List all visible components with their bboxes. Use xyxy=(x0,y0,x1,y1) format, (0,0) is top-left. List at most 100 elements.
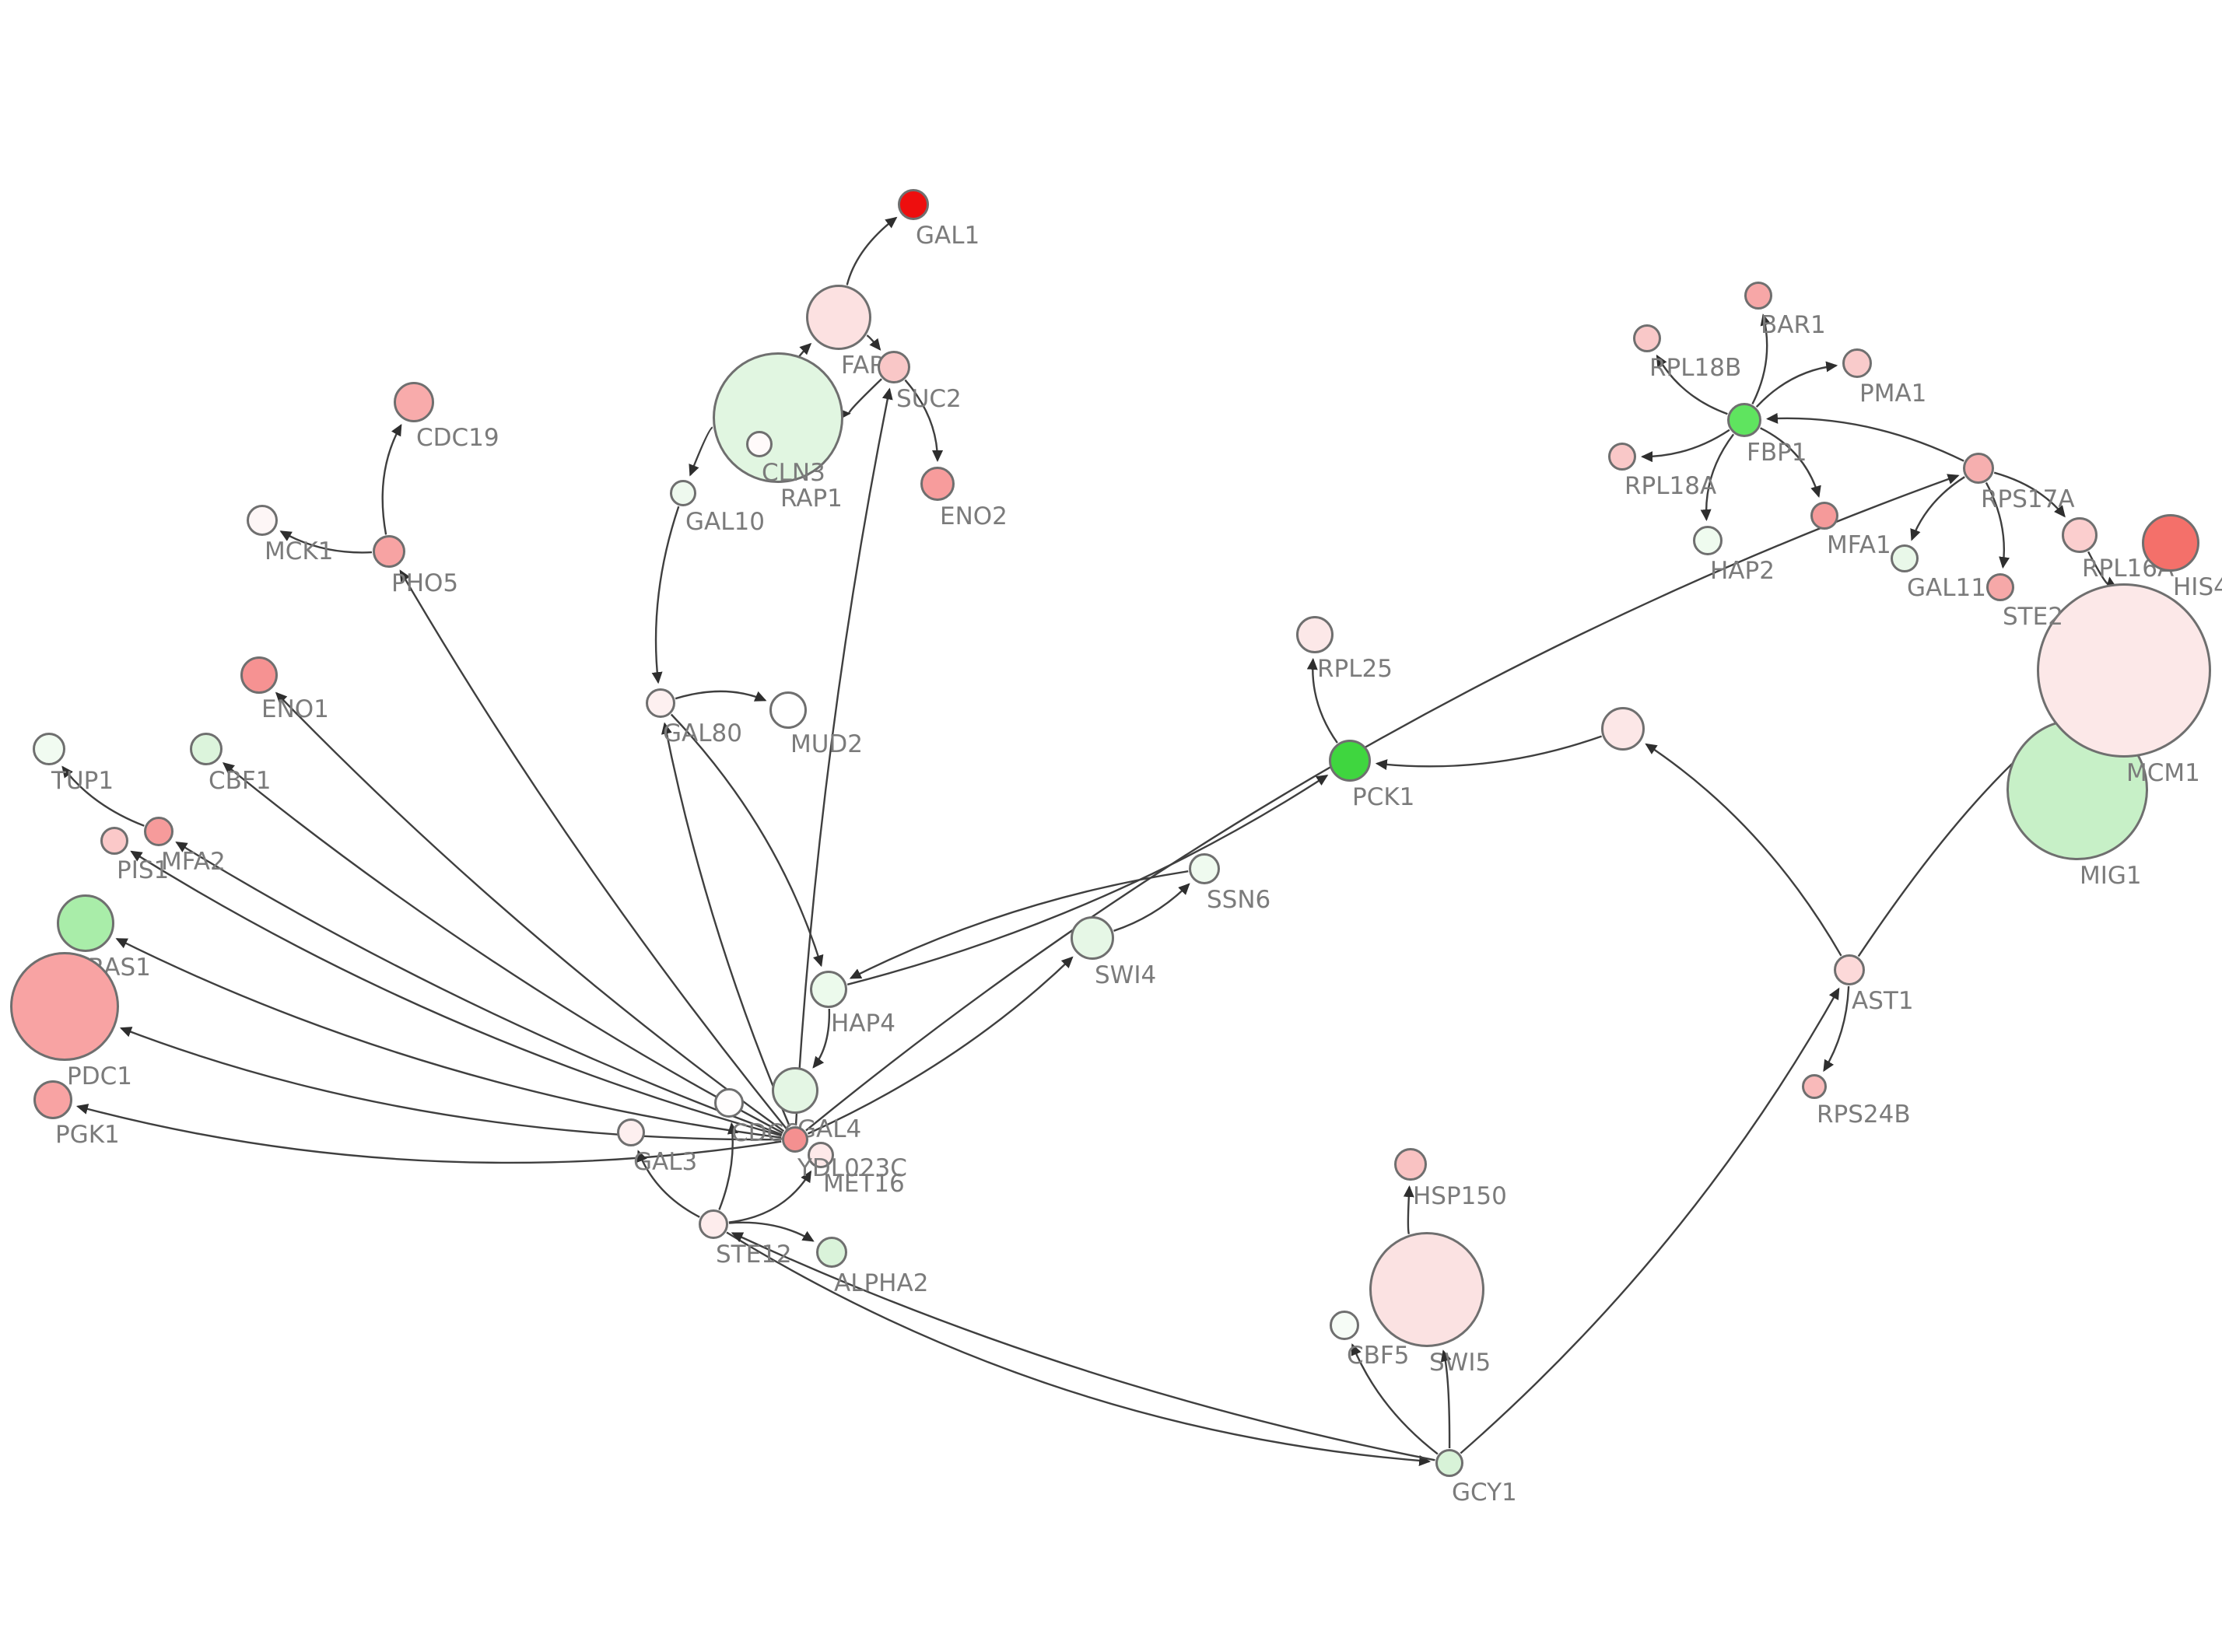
edge-GAL10-GAL80[interactable] xyxy=(651,506,680,684)
edge-FBP1-RPL18B[interactable] xyxy=(1656,354,1728,415)
edge-RPS17A-GAL11[interactable] xyxy=(1910,476,1965,541)
edge-STE12-GCY1[interactable] xyxy=(726,1231,1432,1466)
node-HAP2[interactable] xyxy=(1693,526,1723,555)
node-PDC1[interactable] xyxy=(10,952,119,1061)
edge-PHO5-MCK1[interactable] xyxy=(279,530,373,554)
node-RPS17A[interactable] xyxy=(1963,453,1994,484)
edge-SSN6-HAP4[interactable] xyxy=(849,870,1189,979)
node-YDL023C[interactable] xyxy=(782,1126,808,1153)
edge-SUC2-ENO2[interactable] xyxy=(904,379,944,462)
edge-FBP1-HAP2[interactable] xyxy=(1700,433,1735,521)
edge-GCY1-CBF5[interactable] xyxy=(1351,1343,1439,1455)
node-GAL1[interactable] xyxy=(898,189,929,220)
node-BAR1[interactable] xyxy=(1744,282,1772,310)
edge-MFA2-TUP1[interactable] xyxy=(61,765,145,827)
node-RPL18A[interactable] xyxy=(1608,443,1636,471)
edge-STE12-ALPHA2[interactable] xyxy=(728,1221,815,1242)
node-CBF1[interactable] xyxy=(190,733,223,765)
node-GAL4[interactable] xyxy=(772,1067,818,1114)
node-ENO2[interactable] xyxy=(920,467,955,501)
node-MET16[interactable] xyxy=(808,1142,834,1168)
edge-STE12-CDC6[interactable] xyxy=(718,1122,738,1210)
node-unlabeled[interactable] xyxy=(1601,707,1645,751)
edge-UNNAMED-PCK1[interactable] xyxy=(1375,735,1602,771)
node-RAS1[interactable] xyxy=(57,894,114,952)
node-PCK1[interactable] xyxy=(1329,740,1371,782)
node-FAR1[interactable] xyxy=(806,285,871,350)
edge-YDL023C-CBF1[interactable] xyxy=(222,762,783,1134)
edge-STE12-MET16[interactable] xyxy=(728,1170,812,1223)
edge-YDL023C-PDC1[interactable] xyxy=(119,1027,782,1141)
edge-RAP1-GAL10[interactable] xyxy=(689,426,713,477)
node-GAL11[interactable] xyxy=(1891,544,1919,572)
node-PMA1[interactable] xyxy=(1842,348,1872,378)
node-MFA1[interactable] xyxy=(1810,502,1838,530)
node-STE12[interactable] xyxy=(699,1209,728,1239)
node-HIS4[interactable] xyxy=(2142,514,2199,572)
node-GAL80[interactable] xyxy=(646,688,675,718)
edge-GCY1-SWI5[interactable] xyxy=(1440,1349,1452,1449)
edge-STE12-GAL3[interactable] xyxy=(636,1150,700,1218)
edge-YDL023C-ENO1[interactable] xyxy=(275,691,785,1132)
edge-HAP4-PCK1[interactable] xyxy=(846,775,1329,985)
edge-YDL023C-SUC2[interactable] xyxy=(794,387,893,1126)
edge-SWI4-SSN6[interactable] xyxy=(1113,883,1190,932)
node-RAP1[interactable] xyxy=(713,352,843,483)
edge-RPS17A-STE2[interactable] xyxy=(1985,481,2010,569)
edge-SWI5-HSP150[interactable] xyxy=(1403,1185,1414,1234)
edge-RPS17A-RPL16A[interactable] xyxy=(1993,471,2066,518)
edge-YDL023C-GAL80[interactable] xyxy=(661,722,791,1127)
edge-YDL023C-MFA2[interactable] xyxy=(175,842,783,1136)
edge-GAL80-MUD2[interactable] xyxy=(675,690,767,702)
edge-RPS17A-FBP1[interactable] xyxy=(1766,412,1964,462)
edge-FBP1-RPL18A[interactable] xyxy=(1641,429,1730,463)
node-CLN3[interactable] xyxy=(746,431,773,457)
edge-FBP1-MFA1[interactable] xyxy=(1760,427,1821,499)
edge-PCK1-RPL25[interactable] xyxy=(1306,657,1338,744)
node-RPL25[interactable] xyxy=(1296,616,1334,653)
edge-AST1-RPS24B[interactable] xyxy=(1823,985,1850,1073)
edge-AST1-UNNAMED[interactable] xyxy=(1645,743,1842,957)
edge-GCY1-STE12[interactable] xyxy=(731,1232,1435,1461)
edge-YDL023C-PHO5[interactable] xyxy=(399,569,787,1129)
node-PGK1[interactable] xyxy=(33,1080,72,1119)
node-TUP1[interactable] xyxy=(33,733,65,765)
node-PIS1[interactable] xyxy=(100,827,128,855)
node-HSP150[interactable] xyxy=(1394,1148,1427,1181)
node-SUC2[interactable] xyxy=(878,351,910,383)
edge-GCY1-AST1[interactable] xyxy=(1460,987,1840,1454)
node-PHO5[interactable] xyxy=(373,535,405,568)
node-RPS24B[interactable] xyxy=(1802,1074,1827,1099)
node-FBP1[interactable] xyxy=(1727,403,1761,437)
node-MUD2[interactable] xyxy=(769,691,807,729)
node-RPL18B[interactable] xyxy=(1633,324,1661,352)
edge-YDL023C-SWI4[interactable] xyxy=(807,956,1074,1135)
edge-FBP1-BAR1[interactable] xyxy=(1751,313,1772,405)
edge-HAP4-GAL4[interactable] xyxy=(812,1008,831,1069)
node-SWI5[interactable] xyxy=(1369,1232,1484,1347)
node-ALPHA2[interactable] xyxy=(816,1237,847,1268)
node-GAL10[interactable] xyxy=(670,480,696,506)
node-STE2[interactable] xyxy=(1986,573,2014,601)
node-GAL3[interactable] xyxy=(617,1118,645,1146)
node-MFA2[interactable] xyxy=(144,817,173,846)
edge-PHO5-CDC19[interactable] xyxy=(381,423,402,535)
edge-YDL023C-PIS1[interactable] xyxy=(130,850,782,1137)
node-RPL16A[interactable] xyxy=(2062,517,2098,553)
edge-SUC2-RAP1[interactable] xyxy=(839,378,882,420)
edge-GAL80-HAP4[interactable] xyxy=(670,713,824,968)
node-AST1[interactable] xyxy=(1834,954,1865,985)
edge-FAR1-GAL1[interactable] xyxy=(846,216,898,285)
edge-YDL023C-RAS1[interactable] xyxy=(115,938,782,1139)
node-ENO1[interactable] xyxy=(240,656,278,694)
node-MCM1[interactable] xyxy=(2037,583,2211,758)
node-CDC19[interactable] xyxy=(394,382,434,422)
edge-FAR1-SUC2[interactable] xyxy=(866,334,881,351)
node-SWI4[interactable] xyxy=(1071,916,1114,960)
edge-YDL023C-PGK1[interactable] xyxy=(75,1104,782,1164)
node-HAP4[interactable] xyxy=(810,971,847,1008)
edge-FBP1-PMA1[interactable] xyxy=(1755,361,1838,408)
node-MCK1[interactable] xyxy=(247,505,278,536)
node-CBF5[interactable] xyxy=(1330,1311,1359,1340)
